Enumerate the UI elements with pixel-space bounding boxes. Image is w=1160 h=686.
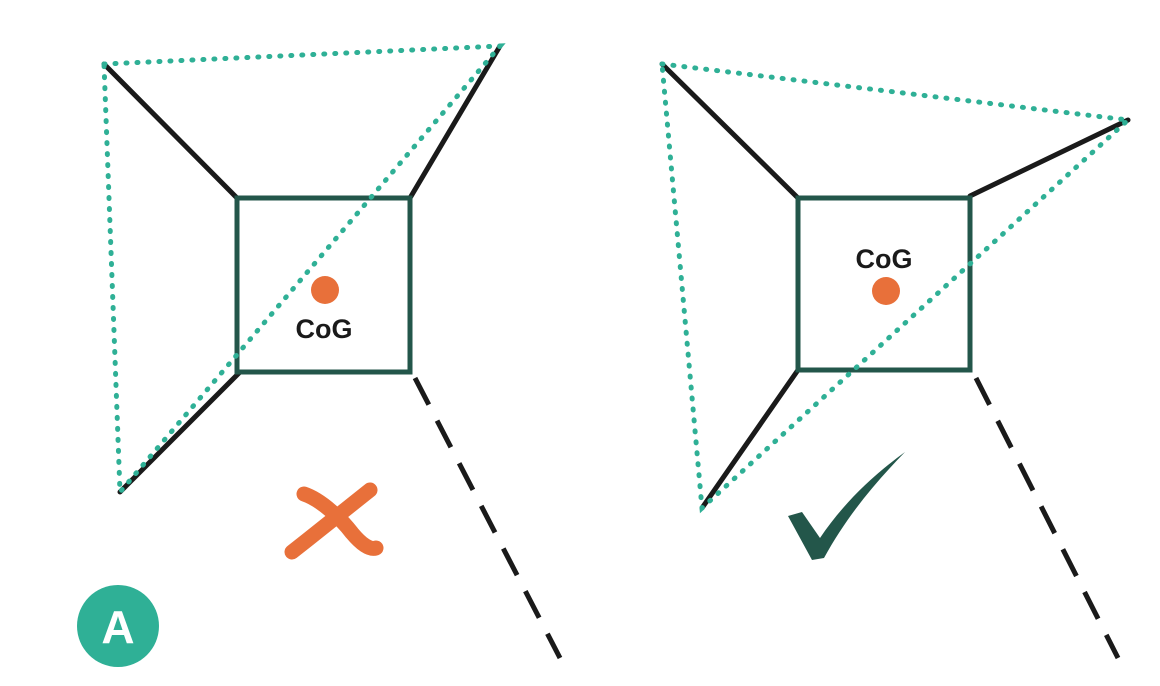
panel-correct: CoG <box>659 61 1134 660</box>
support-polygon <box>101 43 506 499</box>
panel-incorrect: CoG <box>101 43 563 660</box>
cog-dot <box>872 277 900 305</box>
badge-letter: A <box>101 601 134 653</box>
support-polygon <box>659 61 1134 514</box>
body-frame <box>234 195 413 375</box>
arm-front-left <box>659 61 801 201</box>
check-mark-icon <box>788 452 905 560</box>
arm-rear-left <box>699 367 801 511</box>
arm-rear-right-lifted <box>973 376 1121 660</box>
cog-dot <box>311 276 339 304</box>
arm-front-right <box>407 43 503 201</box>
arm-rear-right-lifted <box>412 376 563 660</box>
body-frame <box>795 195 973 373</box>
cross-mark-icon <box>284 482 384 560</box>
cog-label: CoG <box>856 244 913 274</box>
badge-circle <box>77 585 159 667</box>
panel-badge: A <box>77 585 159 667</box>
arm-front-left <box>101 61 240 201</box>
arm-front-right <box>967 117 1131 199</box>
arm-rear-left <box>117 369 243 495</box>
cog-label: CoG <box>296 314 353 344</box>
